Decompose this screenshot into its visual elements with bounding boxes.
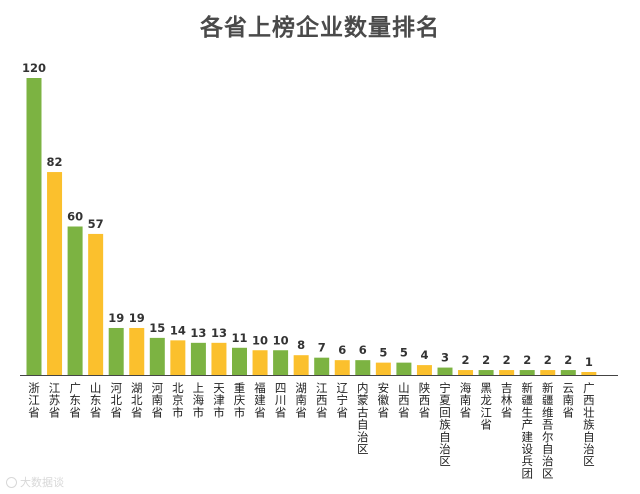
- value-label: 2: [523, 353, 531, 367]
- category-label: 山东省: [90, 381, 102, 419]
- value-label: 82: [47, 155, 63, 169]
- value-label: 5: [379, 346, 387, 360]
- category-label: 北京市: [172, 381, 184, 419]
- bar-海南省: [458, 370, 474, 375]
- value-label: 1: [585, 355, 593, 369]
- watermark-text: 大数据谈: [20, 476, 64, 489]
- value-label: 120: [22, 61, 46, 75]
- value-label: 14: [170, 323, 186, 337]
- bar-吉林省: [499, 370, 515, 375]
- category-label: 黑龙江省: [480, 381, 492, 432]
- bar-四川省: [273, 350, 289, 375]
- value-label: 10: [273, 333, 289, 347]
- value-label: 2: [544, 353, 552, 367]
- value-label: 2: [482, 353, 490, 367]
- bar-重庆市: [232, 347, 247, 375]
- bar-湖南省: [293, 355, 309, 375]
- bar-河北省: [108, 327, 124, 375]
- category-label: 江苏省: [49, 381, 61, 419]
- value-label: 2: [564, 353, 572, 367]
- category-label: 宁夏回族自治区: [439, 381, 451, 468]
- category-label: 辽宁省: [337, 381, 349, 419]
- bar-广西壮族自治区: [581, 372, 597, 375]
- bar-福建省: [252, 350, 268, 375]
- value-label: 8: [297, 338, 305, 352]
- bar-山东省: [88, 233, 104, 375]
- value-label: 11: [231, 331, 247, 345]
- bar-新疆维吾尔自治区: [540, 370, 556, 375]
- bar-山西省: [396, 362, 412, 375]
- category-label: 海南省: [460, 381, 472, 419]
- category-label: 内蒙古自治区: [357, 381, 369, 456]
- bar-浙江省: [26, 78, 42, 375]
- category-label: 湖南省: [295, 381, 307, 419]
- category-label: 重庆市: [234, 381, 246, 419]
- category-label: 上海市: [193, 381, 205, 419]
- category-label: 吉林省: [501, 381, 513, 419]
- bar-云南省: [560, 370, 576, 375]
- category-label: 安徽省: [378, 381, 390, 419]
- value-label: 10: [252, 333, 268, 347]
- bar-江苏省: [47, 172, 63, 375]
- bar-陕西省: [416, 365, 432, 375]
- value-label: 19: [108, 311, 124, 325]
- category-label: 湖北省: [131, 381, 143, 419]
- category-label: 新疆维吾尔自治区: [542, 381, 554, 480]
- category-label: 河北省: [110, 381, 122, 419]
- category-label: 云南省: [563, 381, 575, 419]
- bar-江西省: [314, 357, 330, 375]
- value-label: 15: [149, 321, 165, 335]
- category-label: 福建省: [254, 381, 266, 419]
- value-label: 7: [318, 341, 326, 355]
- category-label: 河南省: [152, 381, 164, 419]
- value-label: 13: [190, 326, 206, 340]
- bar-新疆生产建设兵团: [519, 370, 535, 375]
- category-label: 四川省: [275, 381, 287, 419]
- value-label: 2: [462, 353, 470, 367]
- watermark: 大数据谈: [6, 474, 64, 490]
- value-label: 4: [420, 348, 428, 362]
- category-label: 江西省: [316, 381, 328, 419]
- bar-宁夏回族自治区: [437, 367, 453, 375]
- bar-河南省: [149, 337, 165, 375]
- category-label: 天津市: [213, 381, 225, 419]
- value-label: 6: [359, 343, 367, 357]
- bar-上海市: [190, 342, 206, 375]
- category-label: 陕西省: [419, 381, 431, 419]
- category-label: 广西壮族自治区: [583, 381, 595, 468]
- value-label: 57: [88, 217, 104, 231]
- category-label: 浙江省: [28, 381, 40, 419]
- category-label: 新疆生产建设兵团: [521, 381, 533, 480]
- bar-天津市: [211, 342, 227, 375]
- bar-内蒙古自治区: [355, 360, 371, 375]
- bar-辽宁省: [334, 360, 350, 375]
- value-label: 60: [67, 210, 83, 224]
- category-label: 广东省: [69, 381, 81, 419]
- value-label: 3: [441, 351, 449, 365]
- bar-北京市: [170, 340, 186, 375]
- bar-黑龙江省: [478, 370, 494, 375]
- value-label: 13: [211, 326, 227, 340]
- value-label: 6: [338, 343, 346, 357]
- bar-湖北省: [129, 327, 145, 375]
- category-label: 山西省: [398, 381, 410, 419]
- bar-广东省: [67, 226, 83, 375]
- value-label: 19: [129, 311, 145, 325]
- value-label: 5: [400, 346, 408, 360]
- bar-安徽省: [375, 362, 391, 375]
- chart-title: 各省上榜企业数量排名: [200, 15, 440, 41]
- value-label: 2: [503, 353, 511, 367]
- watermark-logo-icon: [6, 476, 17, 488]
